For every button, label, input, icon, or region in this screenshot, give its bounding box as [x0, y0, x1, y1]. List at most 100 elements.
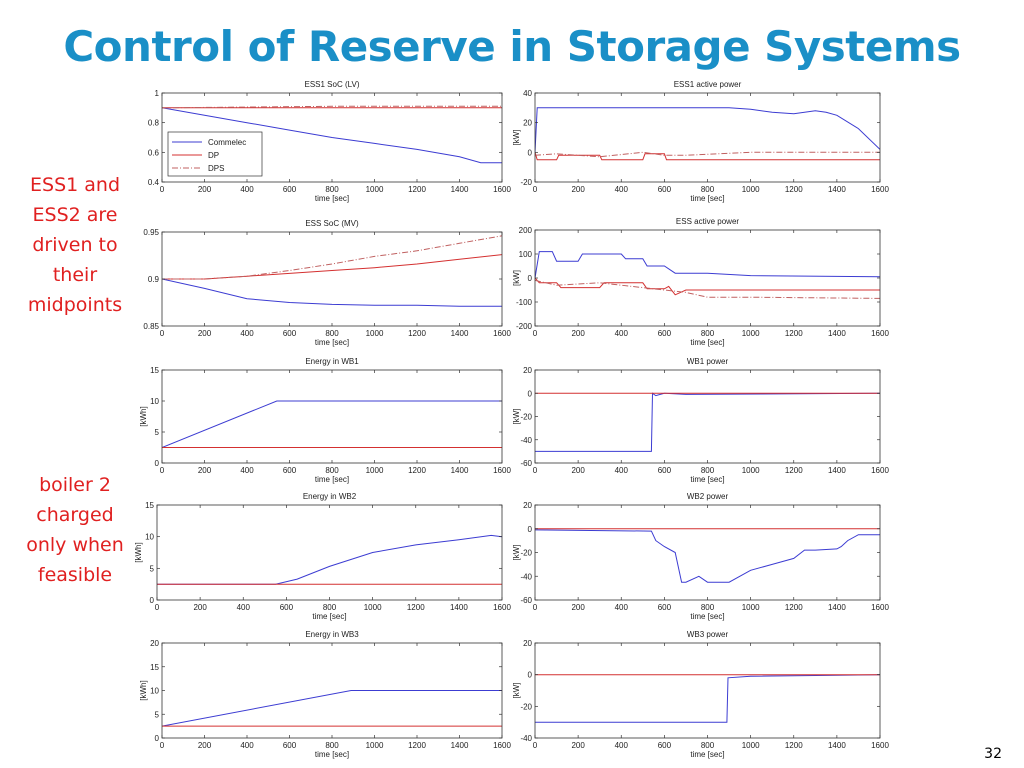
- x-tick-label: 800: [325, 185, 339, 194]
- x-tick-label: 1000: [742, 741, 760, 750]
- x-tick-label: 0: [533, 466, 538, 475]
- x-tick-label: 200: [571, 603, 585, 612]
- plot-frame: [534, 504, 881, 601]
- x-tick-label: 800: [323, 603, 337, 612]
- x-tick-label: 800: [701, 329, 715, 338]
- x-tick-label: 1000: [366, 185, 384, 194]
- x-tick-label: 400: [240, 466, 254, 475]
- x-tick-label: 400: [240, 329, 254, 338]
- x-tick-label: 1600: [493, 741, 511, 750]
- y-axis-label: [kWh]: [139, 680, 148, 700]
- x-tick-label: 600: [658, 603, 672, 612]
- series-line-commelec: [535, 529, 880, 583]
- x-tick-label: 1200: [408, 466, 426, 475]
- x-axis-label: time [sec]: [690, 750, 724, 759]
- x-tick-label: 800: [325, 329, 339, 338]
- y-tick-label: 0.4: [148, 178, 160, 187]
- y-axis-label: [kW]: [512, 545, 521, 561]
- x-tick-label: 400: [240, 185, 254, 194]
- x-tick-label: 1600: [871, 603, 889, 612]
- y-tick-label: 0.9: [148, 275, 160, 284]
- x-tick-label: 1000: [366, 329, 384, 338]
- x-axis-label: time [sec]: [312, 612, 346, 621]
- series-group: [535, 107, 880, 161]
- chart-title: ESS active power: [676, 217, 739, 226]
- plot-frame: [534, 92, 881, 183]
- series-line-commelec: [535, 251, 880, 279]
- y-axis-label: [kW]: [512, 683, 521, 699]
- x-tick-label: 600: [283, 329, 297, 338]
- y-tick-label: 20: [150, 639, 159, 648]
- x-tick-label: 1000: [742, 466, 760, 475]
- y-tick-label: 10: [150, 397, 159, 406]
- series-line-commelec: [535, 392, 880, 452]
- x-tick-label: 1400: [828, 466, 846, 475]
- series-group: [162, 690, 502, 727]
- plot-frame: [156, 504, 503, 601]
- y-tick-label: 15: [145, 501, 154, 510]
- y-tick-label: -60: [520, 596, 532, 605]
- x-tick-label: 1200: [408, 185, 426, 194]
- x-tick-label: 400: [240, 741, 254, 750]
- y-axis-label: [kW]: [512, 409, 521, 425]
- x-axis-label: time [sec]: [690, 612, 724, 621]
- y-tick-label: 20: [523, 119, 532, 128]
- x-tick-label: 800: [701, 741, 715, 750]
- slide-title: Control of Reserve in Storage Systems: [63, 22, 961, 71]
- x-tick-label: 400: [615, 329, 629, 338]
- plot-frame: [161, 92, 503, 183]
- chart-title: ESS SoC (MV): [305, 219, 359, 228]
- x-tick-label: 1200: [407, 603, 425, 612]
- chart-title: WB2 power: [687, 492, 729, 501]
- x-tick-label: 1200: [785, 741, 803, 750]
- x-tick-label: 1400: [451, 185, 469, 194]
- x-tick-label: 1400: [451, 329, 469, 338]
- y-tick-label: 0: [150, 596, 155, 605]
- x-tick-label: 1400: [828, 329, 846, 338]
- y-tick-label: -40: [520, 436, 532, 445]
- y-axis-label: [kW]: [512, 270, 521, 286]
- x-tick-label: 800: [325, 466, 339, 475]
- x-axis-label: time [sec]: [315, 338, 349, 347]
- y-tick-label: 0: [528, 389, 533, 398]
- x-tick-label: 1000: [742, 603, 760, 612]
- chart-title: ESS1 active power: [674, 80, 742, 89]
- x-axis-label: time [sec]: [690, 194, 724, 203]
- x-tick-label: 1600: [871, 329, 889, 338]
- x-tick-label: 200: [198, 466, 212, 475]
- y-tick-label: 5: [155, 428, 160, 437]
- x-axis-label: time [sec]: [690, 475, 724, 484]
- x-tick-label: 400: [615, 603, 629, 612]
- series-group: [535, 674, 880, 723]
- y-tick-label: 15: [150, 366, 159, 375]
- x-tick-label: 1600: [871, 466, 889, 475]
- x-tick-label: 0: [155, 603, 160, 612]
- x-tick-label: 1600: [493, 185, 511, 194]
- series-group: [535, 251, 880, 299]
- x-tick-label: 600: [280, 603, 294, 612]
- chart-title: Energy in WB2: [303, 492, 357, 501]
- x-tick-label: 0: [160, 741, 165, 750]
- series-line-commelec: [162, 690, 502, 727]
- x-tick-label: 1600: [871, 185, 889, 194]
- y-tick-label: 5: [155, 710, 160, 719]
- y-tick-label: -20: [520, 178, 532, 187]
- x-tick-label: 1000: [742, 185, 760, 194]
- chart-1: ESS1 SoC (LV) 0 200 400 600 800 1000 1200 1400 16…: [148, 80, 512, 203]
- x-tick-label: 1400: [828, 185, 846, 194]
- series-line-dp: [162, 254, 502, 280]
- y-tick-label: 15: [150, 663, 159, 672]
- series-line-dps: [162, 105, 502, 109]
- y-tick-label: 0: [155, 459, 160, 468]
- x-tick-label: 1400: [828, 603, 846, 612]
- y-axis-label: [kWh]: [139, 406, 148, 426]
- y-tick-label: 1: [155, 89, 160, 98]
- y-tick-label: 10: [145, 533, 154, 542]
- x-tick-label: 1200: [785, 185, 803, 194]
- y-tick-label: 10: [150, 687, 159, 696]
- series-group: [535, 392, 880, 452]
- x-tick-label: 0: [533, 603, 538, 612]
- x-axis-label: time [sec]: [315, 194, 349, 203]
- x-tick-label: 1600: [493, 603, 511, 612]
